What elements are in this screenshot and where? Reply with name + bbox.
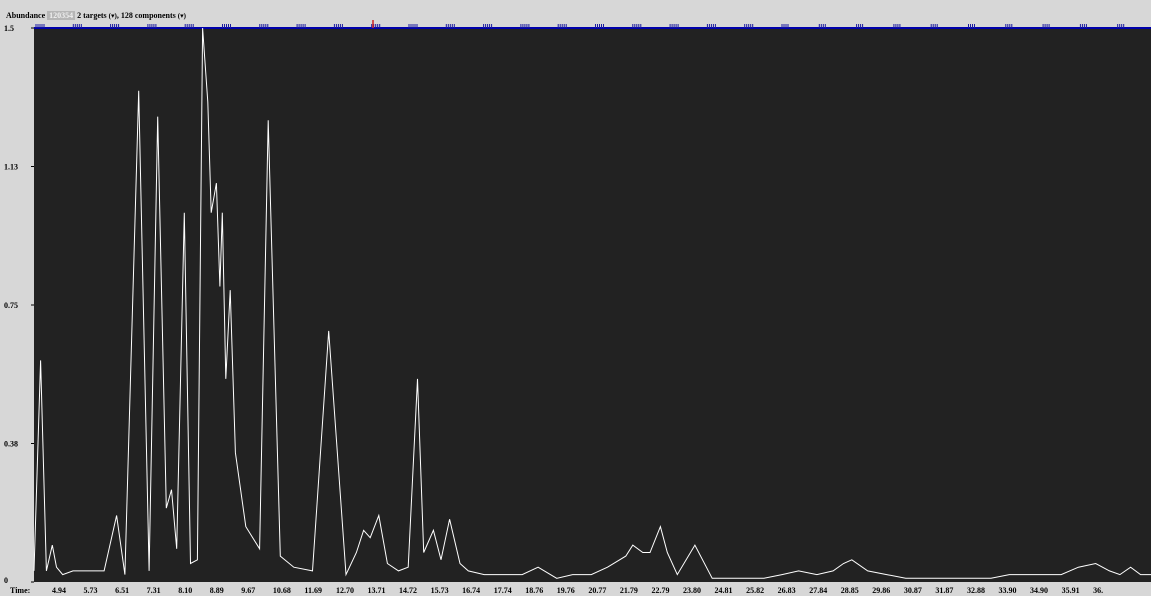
y-axis-labels: 0 0.38 0.75 1.13 1.5: [4, 24, 18, 585]
x-tick-label: 7.31: [147, 586, 161, 595]
abundance-label: Abundance: [6, 11, 46, 20]
x-tick-label: 11.69: [304, 586, 322, 595]
components-text: 128 components: [120, 11, 176, 20]
x-tick-label: 16.74: [462, 586, 480, 595]
x-tick-label: 19.76: [557, 586, 575, 595]
x-tick-label: 4.94: [52, 586, 66, 595]
header-separator: ,: [116, 11, 119, 20]
x-tick-label: 14.72: [399, 586, 417, 595]
x-tick-label: 25.82: [746, 586, 764, 595]
x-tick-label: 33.90: [999, 586, 1017, 595]
x-tick-label: 35.91: [1062, 586, 1080, 595]
x-tick-label: 17.74: [494, 586, 512, 595]
component-markers[interactable]: [34, 20, 1151, 29]
y-tick-label: 0.38: [4, 440, 18, 449]
x-tick-label: 12.70: [336, 586, 354, 595]
y-tick-label: 0: [4, 576, 8, 585]
x-tick-label: 26.83: [778, 586, 796, 595]
x-tick-label: 30.87: [904, 586, 922, 595]
x-tick-label: 36.: [1093, 586, 1103, 595]
plot-area[interactable]: [34, 28, 1151, 582]
y-tick-marks: [31, 27, 34, 583]
x-tick-label: 6.51: [115, 586, 129, 595]
components-dropdown-icon[interactable]: (▾): [177, 12, 186, 20]
targets-text: 2 targets: [77, 11, 107, 20]
x-tick-label: 15.73: [431, 586, 449, 595]
x-tick-label: 27.84: [809, 586, 827, 595]
x-tick-label: 31.87: [935, 586, 953, 595]
series-line: [33, 27, 1151, 579]
x-tick-label: 13.71: [368, 586, 386, 595]
y-tick-label: 1.13: [4, 163, 18, 172]
x-tick-label: 20.77: [588, 586, 606, 595]
x-tick-label: 24.81: [715, 586, 733, 595]
x-axis-labels: 4.94 5.73 6.51 7.31 8.10 8.89 9.67 10.68 11.69 12…: [52, 586, 1103, 595]
x-tick-label: 28.85: [841, 586, 859, 595]
x-tick-label: 32.88: [967, 586, 985, 595]
y-tick-label: 0.75: [4, 301, 18, 310]
x-tick-label: 18.76: [525, 586, 543, 595]
x-tick-label: 23.80: [683, 586, 701, 595]
targets-dropdown-icon[interactable]: (▾): [108, 12, 117, 20]
x-tick-label: 8.10: [178, 586, 192, 595]
scan-value-badge: 120354: [47, 11, 76, 20]
x-tick-label: 22.79: [651, 586, 669, 595]
x-tick-label: 8.89: [210, 586, 224, 595]
x-tick-label: 10.68: [273, 586, 291, 595]
x-tick-label: 5.73: [84, 586, 98, 595]
x-tick-label: 34.90: [1030, 586, 1048, 595]
x-axis-title: Time:: [10, 586, 30, 595]
x-tick-label: 29.86: [872, 586, 890, 595]
chart-header: Abundance 120354 2 targets (▾), 128 comp…: [6, 11, 186, 23]
x-tick-label: 9.67: [241, 586, 255, 595]
x-tick-label: 21.79: [620, 586, 638, 595]
y-tick-label: 1.5: [4, 24, 14, 33]
